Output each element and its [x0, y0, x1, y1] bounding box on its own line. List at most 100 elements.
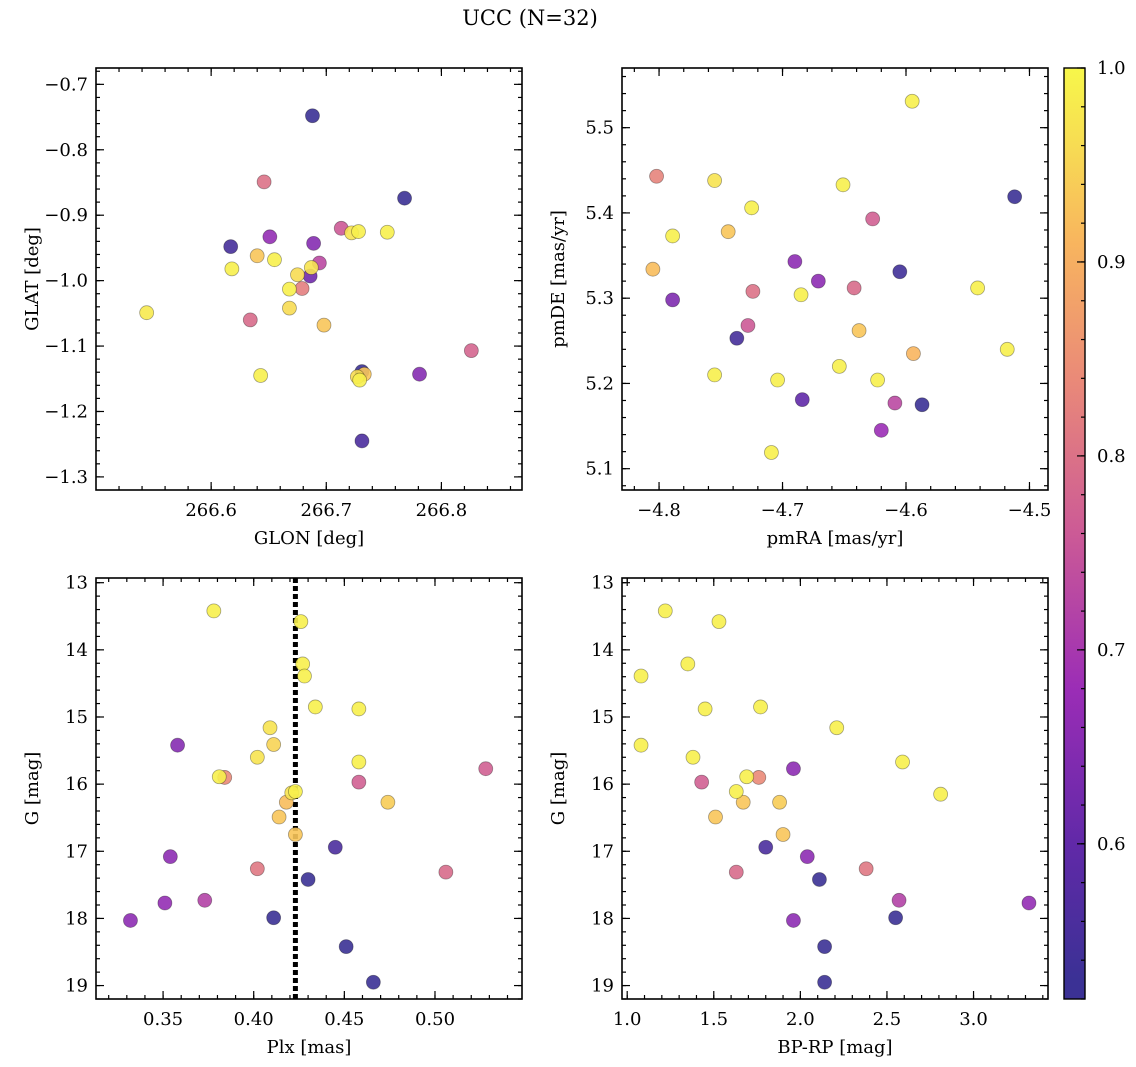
data-point: [633, 668, 649, 684]
y-tick-label: −1.3: [44, 467, 88, 488]
x-axis-label: Plx [mas]: [267, 1037, 352, 1058]
data-point: [197, 892, 213, 908]
data-point: [380, 794, 396, 810]
x-tick-label: 0.45: [324, 1009, 364, 1030]
y-tick-label: 16: [65, 774, 88, 795]
data-point: [793, 287, 809, 303]
panels: 266.6 266.7 266.8 −0.7 −0.8 −0.9 −1.0 −1.1 −1.2 −…: [22, 67, 1052, 1058]
data-point: [463, 343, 479, 359]
data-point: [306, 235, 322, 251]
panel-glon-glat: 266.6 266.7 266.8 −0.7 −0.8 −0.9 −1.0 −1.1 −1.2 −…: [22, 67, 523, 549]
data-point: [1021, 895, 1037, 911]
colorbar-tick-label: 0.7: [1097, 640, 1126, 661]
data-point: [895, 754, 910, 770]
figure-title: UCC (N=32): [462, 6, 598, 30]
data-point: [657, 603, 673, 619]
data-point: [891, 892, 907, 908]
data-point: [267, 252, 282, 268]
x-tick-label: 266.6: [185, 500, 237, 521]
data-point: [266, 737, 282, 752]
x-tick-label: 266.8: [416, 500, 468, 521]
x-tick-label: 2.5: [873, 1009, 902, 1030]
x-tick-label: −4.5: [1008, 500, 1052, 521]
y-tick-label: 18: [591, 908, 614, 929]
y-tick-label: 19: [65, 976, 88, 997]
data-point: [740, 318, 756, 333]
minor-ticks: [622, 68, 1048, 490]
data-point: [753, 699, 768, 715]
axes-frame: [621, 577, 1049, 1000]
data-point: [697, 701, 713, 717]
x-tick-label: −4.6: [884, 500, 928, 521]
x-tick-label: 3.0: [959, 1009, 988, 1030]
y-tick-label: −0.7: [44, 74, 88, 95]
x-tick-label: −4.8: [637, 500, 681, 521]
data-point: [694, 774, 710, 790]
data-point: [223, 239, 239, 255]
data-point: [206, 603, 222, 619]
y-axis-label: GLAT [deg]: [22, 227, 43, 331]
data-point: [729, 330, 745, 346]
data-point: [162, 849, 178, 865]
y-tick-label: 5.4: [585, 203, 614, 224]
data-point: [758, 839, 774, 855]
data-point: [266, 910, 282, 926]
data-point: [288, 784, 303, 799]
data-point: [397, 190, 412, 206]
data-point: [665, 228, 681, 244]
data-point: [728, 784, 744, 799]
data-point: [351, 754, 367, 770]
y-tick-label: −1.0: [44, 271, 88, 292]
y-tick-label: 18: [65, 908, 88, 929]
data-point: [139, 305, 155, 321]
data-point: [680, 656, 696, 672]
colorbar-tick-label: 0.9: [1097, 252, 1126, 273]
data-point: [873, 422, 889, 438]
x-tick-label: 0.40: [234, 1009, 274, 1030]
data-point: [770, 372, 785, 388]
data-point: [739, 769, 755, 785]
data-point: [305, 108, 320, 124]
data-point: [933, 786, 949, 802]
data-point: [720, 224, 736, 240]
data-point: [354, 433, 370, 449]
data-point: [812, 872, 827, 887]
data-point: [288, 827, 303, 842]
y-tick-label: 14: [65, 640, 88, 661]
data-point: [412, 366, 427, 382]
data-point: [157, 895, 173, 911]
data-point: [297, 668, 312, 684]
data-point: [772, 794, 787, 810]
y-tick-label: 15: [591, 707, 614, 728]
data-point: [817, 939, 833, 955]
y-tick-label: −0.8: [44, 140, 88, 161]
data-point: [685, 749, 701, 765]
data-point: [745, 283, 761, 299]
x-axis-label: GLON [deg]: [254, 528, 364, 549]
data-point: [665, 292, 681, 308]
data-point: [887, 395, 903, 411]
data-point: [307, 699, 323, 715]
data-point: [744, 200, 760, 216]
x-axis-label: pmRA [mas/yr]: [767, 528, 904, 549]
data-point: [831, 358, 847, 374]
data-point: [293, 614, 309, 630]
data-point: [123, 913, 138, 928]
data-point: [224, 261, 240, 277]
data-point: [786, 761, 801, 777]
data-point: [249, 749, 265, 765]
data-point: [170, 737, 185, 753]
data-point: [817, 974, 833, 990]
data-point: [970, 280, 986, 296]
y-axis-label: G [mag]: [548, 752, 569, 825]
data-point: [379, 224, 395, 240]
data-point: [351, 774, 367, 790]
x-tick-label: 0.50: [415, 1009, 455, 1030]
data-point: [282, 281, 297, 297]
data-point: [764, 445, 779, 460]
data-point: [351, 701, 367, 717]
data-point: [892, 264, 908, 280]
data-point: [708, 809, 723, 825]
data-point: [295, 656, 311, 672]
data-point: [775, 827, 791, 842]
